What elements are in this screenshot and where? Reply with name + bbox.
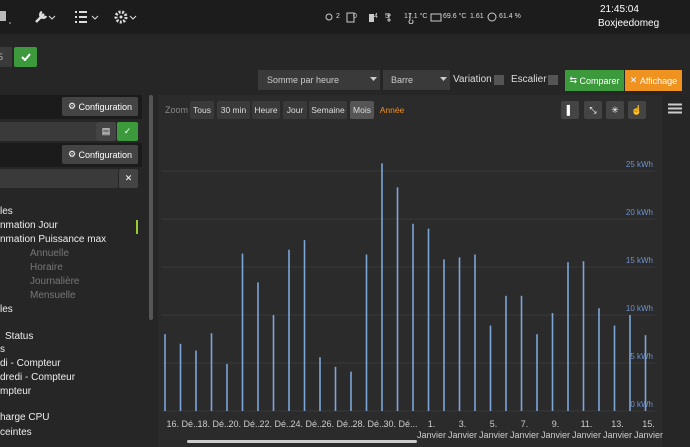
- home-indicator: [187, 440, 417, 443]
- x-tick-label: 15. Janvier: [631, 419, 667, 441]
- bar: [273, 315, 275, 411]
- bar: [211, 333, 213, 411]
- bar: [350, 372, 352, 411]
- y-tick-label: 20 kWh: [626, 208, 653, 217]
- zoom-button[interactable]: Tous: [190, 101, 214, 119]
- bar: [164, 334, 166, 411]
- zoom-button[interactable]: Semaine: [309, 101, 347, 119]
- bar: [412, 224, 414, 411]
- y-tick-label: 5 kWh: [630, 352, 653, 361]
- bar: [288, 250, 290, 411]
- bar: [474, 255, 476, 411]
- y-tick-label: 25 kWh: [626, 160, 653, 169]
- zoom-button[interactable]: Jour: [283, 101, 307, 119]
- bar: [366, 255, 368, 411]
- bar: [242, 254, 244, 411]
- bar: [567, 262, 569, 411]
- y-tick-label: 0 kWh: [630, 400, 653, 409]
- bar: [598, 308, 600, 411]
- bar: [645, 335, 647, 411]
- zoom-button[interactable]: Mois: [350, 101, 374, 119]
- bar: [505, 296, 507, 411]
- zoom-button[interactable]: Année: [377, 101, 407, 119]
- bar: [614, 326, 616, 411]
- y-tick-label: 15 kWh: [626, 256, 653, 265]
- bar: [490, 326, 492, 411]
- bar: [319, 357, 321, 411]
- zoom-button[interactable]: 30 min: [217, 101, 250, 119]
- bar: [381, 163, 383, 411]
- bar: [443, 259, 445, 411]
- bar: [629, 315, 631, 411]
- bar: [195, 351, 197, 411]
- zoom-button[interactable]: Heure: [252, 101, 280, 119]
- bar: [428, 229, 430, 411]
- bar: [397, 187, 399, 411]
- bar: [335, 367, 337, 411]
- bar: [304, 240, 306, 411]
- bar: [552, 313, 554, 411]
- bar: [536, 334, 538, 411]
- bar: [583, 261, 585, 411]
- bar: [257, 282, 259, 411]
- y-tick-label: 10 kWh: [626, 304, 653, 313]
- bar: [459, 257, 461, 411]
- bar: [521, 296, 523, 411]
- bar: [180, 344, 182, 411]
- bar: [226, 364, 228, 411]
